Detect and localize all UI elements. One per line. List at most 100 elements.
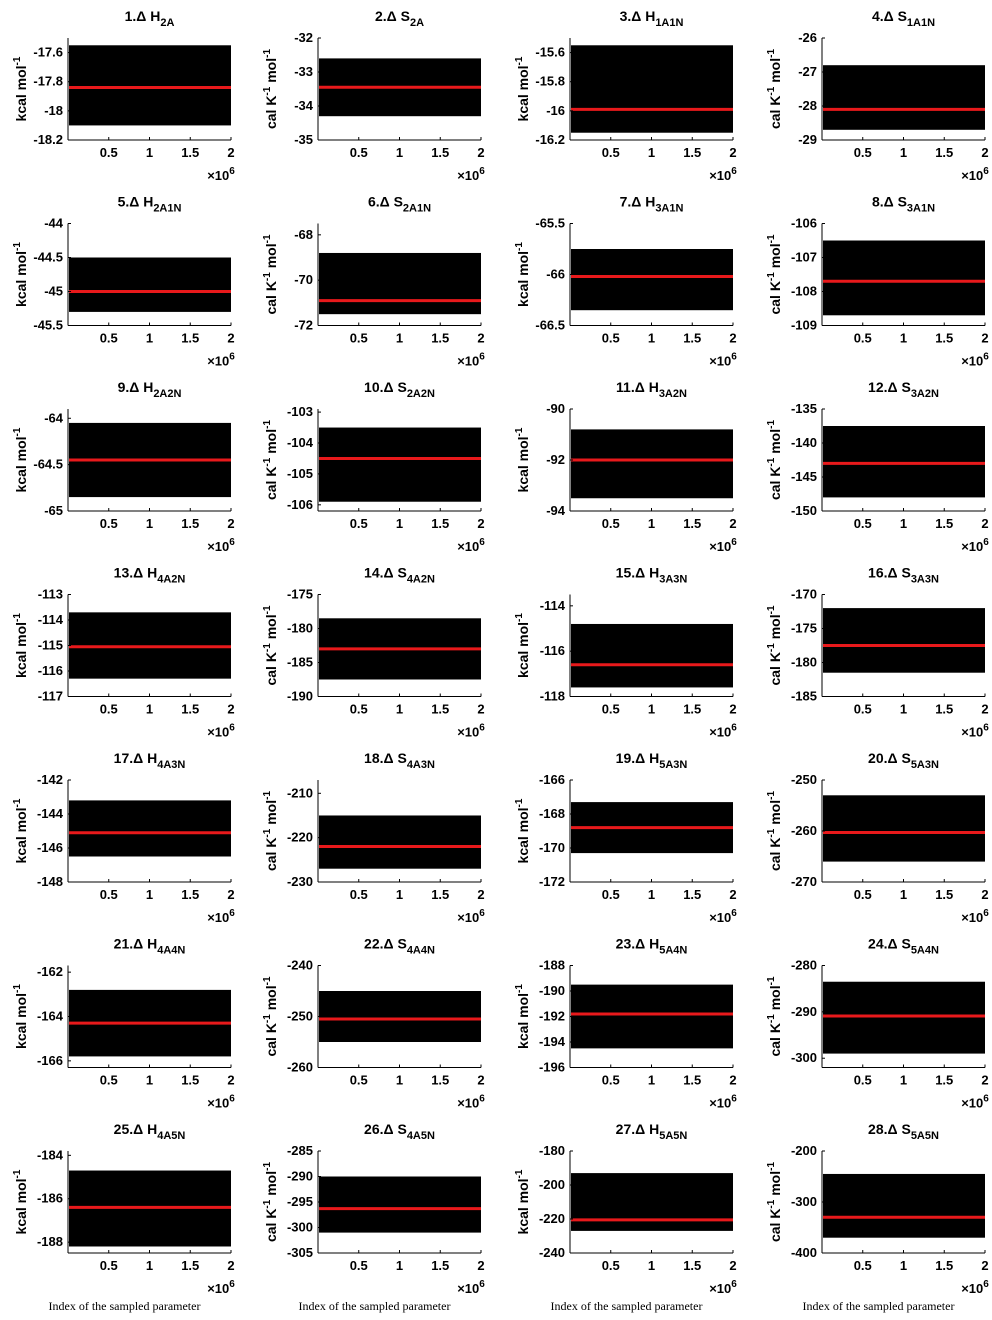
title-subscript: 3A1N: [907, 203, 935, 215]
subplot-title: 4.Δ S1A1N: [872, 8, 935, 29]
y-axis-label: kcal mol-1: [12, 427, 29, 492]
x-tick-label: 0.5: [100, 702, 118, 717]
y-axis-label: kcal mol-1: [12, 984, 29, 1049]
y-tick-label: -116: [38, 663, 63, 678]
y-label-exponent: -1: [12, 56, 23, 65]
multiplier-exponent: 6: [229, 166, 235, 177]
y-tick-label: -290: [287, 1169, 313, 1184]
y-label-exponent: -1: [262, 457, 273, 466]
x-tick-label: 1: [396, 145, 403, 160]
title-subscript: 5A5N: [659, 1130, 687, 1142]
y-axis-label: cal K-1 mol-1: [766, 234, 783, 314]
y-label-exponent: -1: [262, 49, 273, 58]
y-tick-label: -113: [38, 587, 63, 602]
x-tick-label: 1.5: [431, 516, 449, 531]
multiplier-exponent: 6: [731, 166, 737, 177]
title-subscript: 4A4N: [157, 945, 185, 957]
x-tick-label: 1: [900, 145, 907, 160]
title-main: 22.Δ S: [364, 936, 407, 952]
y-label-exponent: -1: [262, 976, 273, 985]
title-subscript: 4A3N: [407, 759, 435, 771]
title-main: 11.Δ H: [616, 379, 659, 395]
multiplier-base: ×10: [457, 1281, 479, 1296]
y-label-exponent: -1: [12, 1169, 23, 1178]
multiplier-exponent: 6: [983, 908, 989, 919]
x-tick-label: 1.5: [935, 516, 953, 531]
y-axis-label: kcal mol-1: [514, 242, 531, 307]
multiplier-base: ×10: [207, 1281, 229, 1296]
y-axis-label: kcal mol-1: [12, 242, 29, 307]
y-label-exponent: -1: [766, 1014, 777, 1023]
title-main: 27.Δ H: [616, 1121, 660, 1137]
y-tick-label: -66: [546, 267, 565, 282]
y-axis-label: kcal mol-1: [514, 1169, 531, 1234]
title-main: 7.Δ H: [620, 194, 656, 210]
y-label-exponent: -1: [262, 643, 273, 652]
y-axis-label: kcal mol-1: [514, 798, 531, 863]
y-axis-label: cal K-1 mol-1: [262, 234, 279, 314]
title-subscript: 4A3N: [157, 759, 185, 771]
x-tick-label: 1.5: [683, 887, 701, 902]
y-tick-label: -250: [791, 772, 817, 787]
x-multiplier: ×106: [207, 723, 235, 740]
y-label-exponent: -1: [766, 420, 777, 429]
sample-band: [69, 800, 231, 857]
y-tick-label: -166: [539, 772, 565, 787]
y-label-exponent: -1: [766, 643, 777, 652]
y-tick-label: -300: [791, 1050, 817, 1065]
y-label-exponent: -1: [262, 828, 273, 837]
multiplier-exponent: 6: [229, 352, 235, 363]
x-multiplier: ×106: [457, 1094, 485, 1111]
x-multiplier: ×106: [709, 352, 737, 369]
y-label-exponent: -1: [12, 613, 23, 622]
y-axis-label: kcal mol-1: [514, 613, 531, 678]
title-main: 15.Δ H: [616, 565, 660, 581]
y-label-text: kcal mol: [13, 1178, 29, 1234]
y-tick-label: -18.2: [33, 132, 63, 147]
y-tick-label: -240: [287, 958, 313, 973]
x-tick-label: 0.5: [350, 702, 368, 717]
y-tick-label: -170: [791, 587, 817, 602]
y-tick-label: -400: [791, 1245, 817, 1260]
x-tick-label: 1: [396, 516, 403, 531]
y-tick-label: -116: [540, 643, 565, 658]
y-label-text: cal K: [767, 1209, 783, 1242]
multiplier-exponent: 6: [983, 166, 989, 177]
x-tick-label: 2: [981, 1258, 988, 1273]
title-subscript: 3A2N: [911, 388, 939, 400]
y-tick-label: -194: [539, 1034, 566, 1049]
x-tick-label: 1: [900, 1258, 907, 1273]
y-tick-label: -107: [791, 250, 817, 265]
subplot-title: 6.Δ S2A1N: [368, 194, 431, 215]
y-axis-label: kcal mol-1: [12, 798, 29, 863]
y-label-exponent: -1: [262, 234, 273, 243]
x-tick-label: 0.5: [350, 516, 368, 531]
y-tick-label: -18: [44, 103, 63, 118]
y-label-exponent: -1: [514, 427, 525, 436]
y-label-text: kcal mol: [515, 807, 531, 863]
x-tick-label: 1: [396, 1258, 403, 1273]
y-label-exponent: -1: [262, 420, 273, 429]
x-tick-label: 1: [396, 702, 403, 717]
multiplier-base: ×10: [961, 725, 983, 740]
y-tick-label: -180: [791, 655, 817, 670]
subplot-title: 20.Δ S5A3N: [868, 750, 939, 771]
y-tick-label: -15.8: [535, 74, 565, 89]
x-tick-label: 1.5: [181, 702, 199, 717]
sample-band: [319, 1176, 481, 1233]
x-multiplier: ×106: [961, 1094, 989, 1111]
y-label-exponent: -1: [12, 427, 23, 436]
x-tick-label: 1.5: [935, 1258, 953, 1273]
multiplier-base: ×10: [207, 725, 229, 740]
x-multiplier: ×106: [457, 166, 485, 183]
y-tick-label: -45.5: [33, 318, 63, 333]
x-tick-label: 0.5: [854, 516, 872, 531]
x-multiplier: ×106: [207, 352, 235, 369]
multiplier-base: ×10: [207, 354, 229, 369]
y-label-text: cal K: [263, 652, 279, 685]
y-label-exponent: -1: [766, 457, 777, 466]
multiplier-base: ×10: [709, 725, 731, 740]
y-label-text: cal K: [263, 281, 279, 314]
multiplier-exponent: 6: [479, 1094, 485, 1105]
